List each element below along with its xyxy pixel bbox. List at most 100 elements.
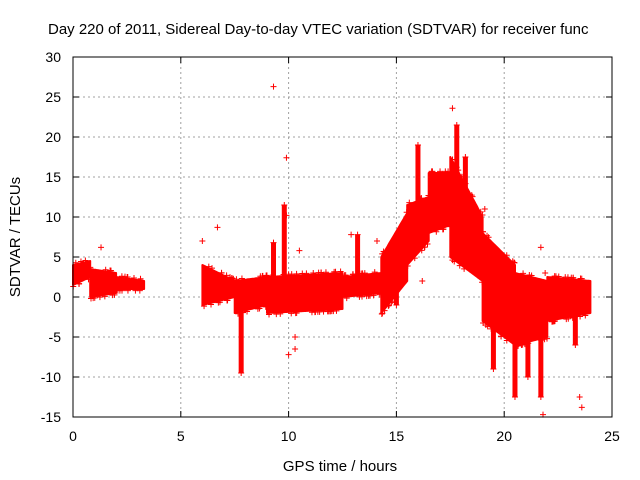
data-point [354,231,361,238]
data-point [214,224,221,231]
data-point [378,310,385,317]
x-tick-label: 0 [69,428,77,444]
data-point [433,228,440,235]
data-point [270,239,277,246]
data-point [109,292,116,299]
data-point [292,334,299,340]
data-point [333,307,340,314]
data-band [406,196,430,266]
data-point [429,168,436,175]
data-point [350,271,357,278]
data-point [479,228,486,235]
data-point [324,308,331,315]
data-point [519,341,526,348]
data-point [87,264,94,271]
data-point [485,234,492,241]
data-point [218,269,225,276]
data-point [88,295,95,302]
data-point [404,263,411,270]
data-point [503,337,510,344]
data-point [370,292,377,299]
y-tick-label: 10 [45,209,61,225]
data-point [233,276,240,283]
data-point [479,212,486,219]
data-points [70,83,592,418]
data-point [468,192,475,199]
data-point [451,258,458,265]
data-point [296,247,303,254]
data-point [419,278,426,284]
data-point [76,280,83,287]
data-point [421,244,428,251]
x-tick-label: 15 [389,428,405,444]
data-point [209,265,216,272]
data-point [563,316,570,323]
data-point [453,122,460,128]
data-point [577,275,584,282]
data-point [98,244,105,251]
data-point [477,208,484,215]
data-point [528,272,535,279]
data-band [427,172,452,234]
data-point [132,287,139,294]
data-point [273,311,280,318]
data-point [379,250,386,257]
data-point [543,335,550,342]
data-point [572,342,579,348]
data-point [96,294,103,301]
data-point [256,305,263,312]
y-tick-label: -5 [49,329,62,345]
data-point [227,274,234,281]
axis-ticks: 0 5 10 15 20 25 -15 -10 -5 0 5 10 15 20 25 30 [41,49,620,444]
data-point [582,312,589,319]
data-point [259,272,266,279]
data-point [77,258,84,265]
data-point [315,269,322,276]
grid [73,57,612,417]
data-point [270,83,277,90]
data-point [72,259,79,266]
data-point [101,293,108,300]
data-point [537,394,544,400]
data-band [341,272,383,298]
data-point [116,287,123,294]
data-point [292,346,299,352]
data-band [546,276,592,322]
data-point [281,202,288,208]
data-point [102,266,109,273]
data-point [469,193,476,200]
data-point [551,318,558,325]
data-point [312,309,319,316]
data-point [215,299,222,306]
y-tick-label: -10 [41,369,61,385]
data-point [292,310,299,317]
y-tick-label: 25 [45,89,61,105]
data-point [283,154,290,161]
data-point [577,313,584,320]
data-point [498,333,505,340]
data-point [124,273,131,280]
x-tick-label: 25 [604,428,620,444]
data-point [285,351,292,358]
data-point [283,212,290,219]
data-point [343,295,350,302]
data-point [363,293,370,300]
data-band [89,268,118,298]
x-tick-label: 5 [177,428,185,444]
data-point [331,268,338,275]
data-point [373,238,380,244]
data-point [537,244,544,251]
y-tick-label: 0 [53,289,61,305]
data-point [124,287,131,294]
data-band [266,272,344,314]
data-point [238,370,245,376]
data-point [411,255,418,262]
x-axis-label: GPS time / hours [283,458,397,475]
data-point [509,258,516,265]
data-point [299,270,306,277]
data-point [348,231,355,238]
x-tick-label: 10 [281,428,297,444]
data-point [482,322,489,328]
y-tick-label: -15 [41,409,61,425]
